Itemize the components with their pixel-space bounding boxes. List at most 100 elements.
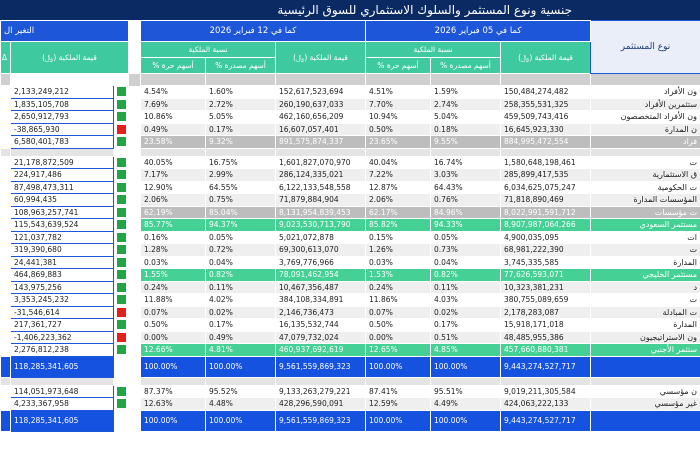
data-cell: 1.26%	[365, 243, 432, 257]
ownership-table: التغير ال كما في 12 فبراير 2026 كما في 0…	[0, 20, 700, 432]
data-cell: 0.11%	[205, 280, 276, 294]
data-cell: 0.17%	[205, 318, 276, 332]
data-cell: 0.18%	[430, 122, 502, 136]
gap	[128, 123, 141, 136]
trend-indicator	[116, 332, 126, 342]
group-header: التغير ال	[0, 20, 129, 42]
data-cell: 8,907,987,064,266	[500, 218, 592, 232]
indicator-cell	[113, 343, 129, 357]
table-row: 87,498,473,311 12.90% 64.55% 6,122,133,548,…	[0, 180, 700, 194]
column-header: % أسهم حرة	[365, 57, 432, 74]
table-row: 224,917,486 7.17% 2.99% 286,124,335,021 7.22…	[0, 168, 700, 182]
row-label: ون الأفراد	[590, 85, 700, 99]
cell	[0, 384, 11, 398]
gap	[128, 231, 141, 244]
indicator-cell	[113, 180, 129, 194]
spacer-cell	[590, 147, 700, 157]
cell	[0, 218, 11, 232]
trend-indicator	[116, 345, 126, 355]
data-cell: 4.48%	[205, 397, 276, 411]
spacer-cell	[113, 147, 129, 157]
data-cell: 16.74%	[430, 155, 502, 169]
data-cell: 9,561,559,869,323	[274, 409, 367, 432]
gap	[128, 85, 141, 98]
data-cell: 100.00%	[205, 355, 276, 378]
data-cell: 1.55%	[140, 268, 206, 282]
gap	[128, 98, 141, 111]
spacer-cell	[500, 147, 592, 157]
data-cell: 2,146,736,473	[274, 305, 367, 319]
change-cell: -31,546,614	[10, 305, 114, 319]
gap	[128, 293, 141, 306]
change-cell: 115,543,639,524	[10, 218, 114, 232]
data-cell: 3.03%	[430, 168, 502, 182]
spacer-cell	[10, 376, 114, 386]
data-cell: 40.04%	[365, 155, 432, 169]
data-cell: 10.86%	[140, 110, 206, 124]
data-cell: 0.02%	[430, 305, 502, 319]
row-label: ق الاستثمارية	[590, 168, 700, 182]
change-cell: 24,441,381	[10, 255, 114, 269]
cell	[0, 397, 11, 411]
row-label: ن مؤسسي	[590, 384, 700, 398]
data-cell: 0.04%	[205, 255, 276, 269]
table-row: 114,051,973,648 87.37% 95.52% 9,133,263,279…	[0, 384, 700, 398]
trend-indicator	[116, 182, 126, 192]
gap	[128, 20, 141, 42]
table-row: -31,546,614 0.07% 0.02% 2,146,736,473 0.07% 0…	[0, 305, 700, 319]
indicator-cell	[113, 135, 129, 149]
data-cell: 0.11%	[430, 280, 502, 294]
data-cell: 4.02%	[205, 293, 276, 307]
column-header: % أسهم مصدرة	[430, 57, 502, 74]
data-cell: 68,981,222,390	[500, 243, 592, 257]
gap	[128, 268, 141, 281]
gap	[128, 156, 141, 169]
data-cell: 9.55%	[430, 135, 502, 149]
change-cell: 21,178,872,509	[10, 155, 114, 169]
data-cell: 7.17%	[140, 168, 206, 182]
gap	[128, 331, 141, 344]
row-label: د	[590, 280, 700, 294]
table-row: 3,353,245,232 11.88% 4.02% 384,108,334,891 1…	[0, 293, 700, 307]
table-row: 115,543,639,524 85.77% 94.37% 9,023,530,713…	[0, 218, 700, 232]
row-label: مستثمر السعودي	[590, 218, 700, 232]
table-row: 464,869,883 1.55% 0.82% 78,091,462,954 1.53%…	[0, 268, 700, 282]
column-header: نوع المستثمر	[590, 20, 700, 74]
data-cell: 62.19%	[140, 205, 206, 219]
data-cell: 0.82%	[205, 268, 276, 282]
indicator-cell	[113, 268, 129, 282]
data-cell: 85.77%	[140, 218, 206, 232]
change-cell: 118,285,341,605	[10, 409, 114, 432]
trend-indicator	[116, 320, 126, 330]
data-cell: 64.43%	[430, 180, 502, 194]
data-cell: 0.75%	[205, 193, 276, 207]
gap	[128, 281, 141, 294]
data-cell: 10.94%	[365, 110, 432, 124]
indicator-cell	[113, 397, 129, 411]
indicator-cell	[113, 122, 129, 136]
spacer-cell	[128, 148, 141, 156]
gap	[128, 168, 141, 181]
data-cell: 457,660,880,381	[500, 343, 592, 357]
spacer-cell	[590, 376, 700, 386]
trend-indicator	[116, 270, 126, 280]
change-cell: 2,133,249,212	[10, 85, 114, 99]
data-cell: 4.51%	[365, 85, 432, 99]
data-cell: 2.72%	[205, 97, 276, 111]
spacer-cell	[140, 147, 206, 157]
cell	[0, 97, 11, 111]
table-row: 24,441,381 0.03% 0.04% 3,769,776,966 0.03% 0.…	[0, 255, 700, 269]
data-cell: 7.70%	[365, 97, 432, 111]
data-cell: 85.82%	[365, 218, 432, 232]
indicator-cell	[113, 280, 129, 294]
indicator-cell	[113, 243, 129, 257]
spacer-cell	[365, 376, 432, 386]
data-cell: 0.50%	[140, 318, 206, 332]
data-cell: 0.05%	[205, 230, 276, 244]
data-cell: 69,300,613,070	[274, 243, 367, 257]
trend-indicator	[116, 112, 126, 122]
data-cell: 0.04%	[430, 255, 502, 269]
data-cell: 3,745,335,585	[500, 255, 592, 269]
column-header: Δ أسهم	[0, 41, 11, 74]
row-label	[590, 409, 700, 432]
